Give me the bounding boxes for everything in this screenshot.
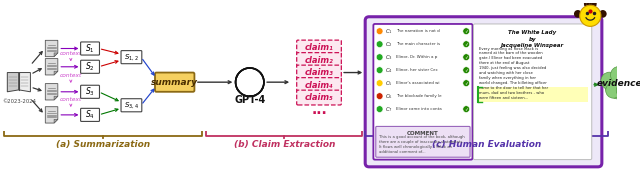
Circle shape <box>611 66 628 84</box>
Text: ©2023-2024: ©2023-2024 <box>2 99 36 104</box>
Circle shape <box>376 67 383 74</box>
Circle shape <box>580 5 601 26</box>
FancyBboxPatch shape <box>155 72 195 92</box>
Text: $S_{3,4}$: $S_{3,4}$ <box>124 100 139 110</box>
FancyBboxPatch shape <box>81 60 99 73</box>
Text: $S_{1,2}$: $S_{1,2}$ <box>124 52 139 62</box>
Text: GPT-4: GPT-4 <box>234 95 266 106</box>
Text: Elinor, her sister Cec: Elinor, her sister Cec <box>396 68 438 72</box>
Text: (a) Summarization: (a) Summarization <box>56 140 150 149</box>
Polygon shape <box>45 59 58 75</box>
Text: ✓: ✓ <box>464 68 468 73</box>
Circle shape <box>463 41 470 48</box>
Circle shape <box>463 67 470 74</box>
Text: (c) Human Evaluation: (c) Human Evaluation <box>432 140 541 149</box>
Circle shape <box>376 28 383 35</box>
Text: $C_2$: $C_2$ <box>385 40 393 49</box>
Text: Elinor's associated wi: Elinor's associated wi <box>396 81 440 85</box>
FancyBboxPatch shape <box>373 24 472 160</box>
Text: ...: ... <box>311 103 327 117</box>
Circle shape <box>376 106 383 112</box>
Text: claim₁: claim₁ <box>305 43 333 52</box>
Text: ✓: ✓ <box>464 55 468 60</box>
Text: COMMENT: COMMENT <box>407 131 439 136</box>
FancyBboxPatch shape <box>297 90 341 105</box>
Polygon shape <box>54 119 58 123</box>
Text: $S_4$: $S_4$ <box>85 109 95 121</box>
Text: claim₅: claim₅ <box>305 93 333 102</box>
Text: Every morning as Rose Mack is
named at the barn of the wooden
gate.) Elinor had : Every morning as Rose Mack is named at t… <box>479 47 548 100</box>
FancyBboxPatch shape <box>297 78 341 92</box>
Text: ✓: ✓ <box>464 81 468 86</box>
FancyBboxPatch shape <box>121 99 142 112</box>
Text: $S_1$: $S_1$ <box>85 42 95 55</box>
Text: The blockade family le: The blockade family le <box>396 94 442 98</box>
Text: ✓: ✓ <box>464 107 468 112</box>
FancyBboxPatch shape <box>121 51 142 64</box>
Text: context: context <box>60 73 82 78</box>
Circle shape <box>463 54 470 61</box>
Text: The White Lady
by
Jacqueline Winspear: The White Lady by Jacqueline Winspear <box>501 30 564 48</box>
Text: claim₂: claim₂ <box>305 56 333 65</box>
Polygon shape <box>45 84 58 100</box>
Circle shape <box>599 10 607 18</box>
Circle shape <box>463 80 470 86</box>
Text: summary: summary <box>151 78 198 87</box>
Polygon shape <box>54 96 58 100</box>
Polygon shape <box>19 72 31 92</box>
Text: context: context <box>60 51 82 56</box>
Polygon shape <box>45 107 58 123</box>
Circle shape <box>620 72 637 89</box>
Polygon shape <box>45 40 58 57</box>
Text: claim₄: claim₄ <box>305 81 333 90</box>
Text: Elinor, Dr. Within a p: Elinor, Dr. Within a p <box>396 55 437 59</box>
Polygon shape <box>54 53 58 57</box>
FancyBboxPatch shape <box>365 17 602 167</box>
Text: Elinor came into conta: Elinor came into conta <box>396 107 442 111</box>
Text: evidence: evidence <box>596 79 640 88</box>
Circle shape <box>376 80 383 86</box>
Circle shape <box>376 41 383 48</box>
Text: ✓: ✓ <box>464 42 468 47</box>
Text: $S_3$: $S_3$ <box>85 85 95 98</box>
Text: (b) Claim Extraction: (b) Claim Extraction <box>234 140 335 149</box>
Text: $C_3$: $C_3$ <box>385 53 393 62</box>
Text: $C_5$: $C_5$ <box>385 79 393 88</box>
Circle shape <box>601 72 618 89</box>
Polygon shape <box>7 72 19 92</box>
Text: $C_4$: $C_4$ <box>385 66 393 75</box>
FancyBboxPatch shape <box>81 108 99 121</box>
Text: $C_7$: $C_7$ <box>385 105 393 113</box>
FancyBboxPatch shape <box>297 40 341 55</box>
FancyBboxPatch shape <box>81 85 99 98</box>
FancyBboxPatch shape <box>297 53 341 67</box>
Text: claim₃: claim₃ <box>305 68 333 77</box>
Text: $C_1$: $C_1$ <box>385 27 393 36</box>
Text: This is a good account of the book, although
there are a couple of inaccurate st: This is a good account of the book, alth… <box>379 135 464 154</box>
Circle shape <box>616 83 632 98</box>
Polygon shape <box>54 71 58 75</box>
Circle shape <box>376 54 383 61</box>
Text: $C_6$: $C_6$ <box>385 92 393 101</box>
Text: The narration is not d: The narration is not d <box>396 29 440 33</box>
FancyBboxPatch shape <box>474 24 592 160</box>
Text: ✓: ✓ <box>464 29 468 34</box>
FancyBboxPatch shape <box>477 87 588 102</box>
Circle shape <box>463 28 470 35</box>
Circle shape <box>376 93 383 99</box>
Text: The main character is: The main character is <box>396 42 442 46</box>
FancyBboxPatch shape <box>376 126 470 157</box>
Text: $S_2$: $S_2$ <box>85 61 95 73</box>
Circle shape <box>605 83 621 98</box>
Circle shape <box>463 106 470 112</box>
FancyBboxPatch shape <box>81 42 99 55</box>
Circle shape <box>605 70 634 99</box>
FancyBboxPatch shape <box>297 65 341 80</box>
Text: context: context <box>60 97 82 102</box>
Circle shape <box>574 10 582 18</box>
